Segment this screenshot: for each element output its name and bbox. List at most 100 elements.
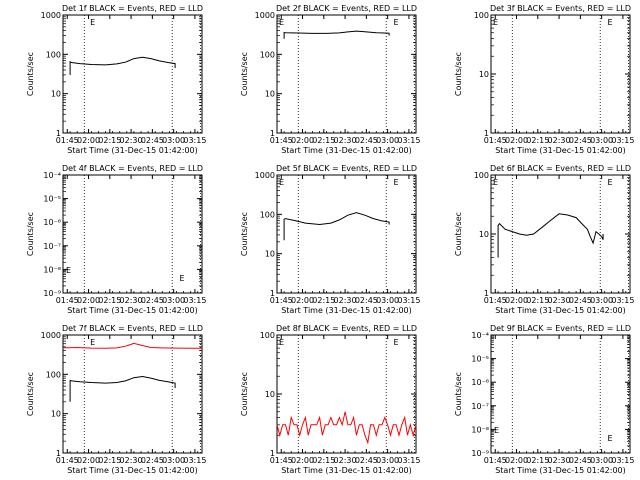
axes-frame bbox=[490, 14, 631, 134]
y-tick-label: 10⁻⁸ bbox=[43, 265, 61, 274]
x-tick-label: 02:45 bbox=[569, 296, 592, 305]
x-tick-label: 02:30 bbox=[120, 296, 143, 305]
x-tick-label: 02:30 bbox=[548, 136, 571, 145]
x-tick-label: 02:45 bbox=[355, 456, 378, 465]
x-tick-label: 01:45 bbox=[270, 296, 293, 305]
x-tick-label: 03:00 bbox=[162, 136, 185, 145]
y-tick-label: 1 bbox=[270, 449, 275, 458]
x-tick-label: 02:00 bbox=[77, 136, 100, 145]
e-marker: E bbox=[279, 178, 284, 187]
y-tick-label: 10 bbox=[265, 390, 275, 399]
detector-panel-2: Det 2f BLACK = Events, RED = LLD01:4502:… bbox=[240, 4, 420, 155]
x-tick-label: 02:15 bbox=[98, 456, 121, 465]
series-line-events bbox=[497, 213, 604, 258]
x-tick-label: 01:45 bbox=[484, 456, 507, 465]
x-axis-label: Start Time (31-Dec-15 01:42:00) bbox=[281, 466, 412, 475]
detector-panel-1: Det 1f BLACK = Events, RED = LLD01:4502:… bbox=[26, 4, 206, 155]
y-tick-label: 1 bbox=[484, 289, 489, 298]
x-tick-label: 02:30 bbox=[548, 296, 571, 305]
e-marker: E bbox=[66, 266, 71, 275]
x-tick-label: 03:00 bbox=[376, 456, 399, 465]
y-tick-label: 1000 bbox=[41, 11, 61, 20]
y-axis-label: Counts/sec bbox=[454, 52, 463, 96]
panel-title: Det 4f BLACK = Events, RED = LLD bbox=[62, 164, 203, 173]
y-axis-label: Counts/sec bbox=[26, 212, 35, 256]
y-tick-label: 1 bbox=[484, 129, 489, 138]
x-tick-label: 02:15 bbox=[526, 296, 549, 305]
y-tick-label: 1000 bbox=[255, 171, 275, 180]
series-line-events bbox=[283, 30, 390, 39]
x-tick-label: 02:00 bbox=[505, 296, 528, 305]
x-tick-label: 03:15 bbox=[611, 136, 634, 145]
y-tick-label: 10⁻⁵ bbox=[471, 355, 489, 364]
detector-panel-9: Det 9f BLACK = Events, RED = LLD01:4502:… bbox=[454, 324, 634, 475]
y-axis-label: Counts/sec bbox=[240, 372, 249, 416]
axes-frame bbox=[62, 334, 203, 454]
x-tick-label: 03:15 bbox=[183, 296, 206, 305]
detector-panel-5: Det 5f BLACK = Events, RED = LLD 01:45 02:… bbox=[240, 164, 420, 315]
e-marker: E bbox=[279, 338, 284, 347]
y-tick-label: 10 bbox=[479, 230, 489, 239]
e-marker: E bbox=[607, 178, 612, 187]
x-axis-label: Start Time (31-Dec-15 01:42:00) bbox=[495, 146, 626, 155]
x-tick-label: 02:15 bbox=[526, 136, 549, 145]
y-tick-label: 1 bbox=[270, 129, 275, 138]
y-tick-label: 1 bbox=[56, 449, 61, 458]
x-tick-label: 02:15 bbox=[98, 296, 121, 305]
series-line-lld bbox=[276, 411, 417, 445]
panel-title: Det 5f BLACK = Events, RED = LLD bbox=[276, 164, 417, 173]
x-tick-label: 02:15 bbox=[98, 136, 121, 145]
y-tick-label: 10⁻⁶ bbox=[43, 218, 61, 227]
x-tick-label: 02:45 bbox=[141, 136, 164, 145]
x-tick-label: 01:45 bbox=[484, 136, 507, 145]
axes-frame bbox=[490, 334, 631, 454]
x-tick-label: 03:00 bbox=[590, 456, 613, 465]
detector-panel-7: Det 7f BLACK = Events, RED = LLD01:4502:… bbox=[26, 324, 206, 475]
e-marker: E bbox=[493, 178, 498, 187]
y-tick-label: 10⁻⁹ bbox=[43, 289, 61, 298]
x-axis-label: Start Time (31-Dec-15 01:42:00) bbox=[495, 466, 626, 475]
x-tick-label: 01:45 bbox=[270, 456, 293, 465]
y-tick-label: 10⁻⁷ bbox=[471, 402, 489, 411]
y-axis-label: Counts/sec bbox=[454, 212, 463, 256]
x-tick-label: 02:45 bbox=[355, 296, 378, 305]
y-tick-label: 100 bbox=[260, 50, 275, 59]
x-tick-label: 02:00 bbox=[291, 456, 314, 465]
x-tick-label: 02:00 bbox=[291, 136, 314, 145]
x-tick-label: 02:00 bbox=[505, 456, 528, 465]
x-tick-label: 03:00 bbox=[376, 296, 399, 305]
y-tick-label: 10⁻⁸ bbox=[471, 425, 489, 434]
y-tick-label: 10⁻⁷ bbox=[43, 242, 61, 251]
x-tick-label: 03:00 bbox=[590, 136, 613, 145]
x-tick-label: 03:15 bbox=[183, 136, 206, 145]
x-tick-label: 02:30 bbox=[334, 296, 357, 305]
y-tick-label: 10⁻⁴ bbox=[43, 171, 61, 180]
x-tick-label: 03:15 bbox=[397, 456, 420, 465]
axes-frame bbox=[490, 174, 631, 294]
x-tick-label: 02:00 bbox=[77, 456, 100, 465]
y-tick-label: 10⁻⁵ bbox=[43, 195, 61, 204]
x-tick-label: 02:15 bbox=[312, 136, 335, 145]
x-tick-label: 02:00 bbox=[505, 136, 528, 145]
y-axis-label: Counts/sec bbox=[240, 52, 249, 96]
panel-title: Det 9f BLACK = Events, RED = LLD bbox=[490, 324, 631, 333]
x-tick-label: 02:30 bbox=[548, 456, 571, 465]
axes-frame bbox=[276, 174, 417, 294]
y-tick-label: 100 bbox=[260, 331, 275, 340]
x-tick-label: 03:15 bbox=[397, 136, 420, 145]
detector-panel-6: Det 6f BLACK = Events, RED = LLD01:4502:… bbox=[454, 164, 634, 315]
axes-frame bbox=[276, 334, 417, 454]
x-tick-label: 02:45 bbox=[569, 456, 592, 465]
y-tick-label: 10⁻⁹ bbox=[471, 449, 489, 458]
e-marker: E bbox=[494, 426, 499, 435]
x-tick-label: 02:15 bbox=[526, 456, 549, 465]
y-axis-label: Counts/sec bbox=[240, 212, 249, 256]
x-tick-label: 03:15 bbox=[611, 296, 634, 305]
e-marker: E bbox=[607, 434, 612, 443]
y-tick-label: 10⁻⁶ bbox=[471, 378, 489, 387]
y-tick-label: 10⁻⁴ bbox=[471, 331, 489, 340]
e-marker: E bbox=[279, 18, 284, 27]
axes-frame bbox=[62, 174, 203, 294]
y-tick-label: 100 bbox=[260, 210, 275, 219]
x-tick-label: 03:00 bbox=[590, 296, 613, 305]
